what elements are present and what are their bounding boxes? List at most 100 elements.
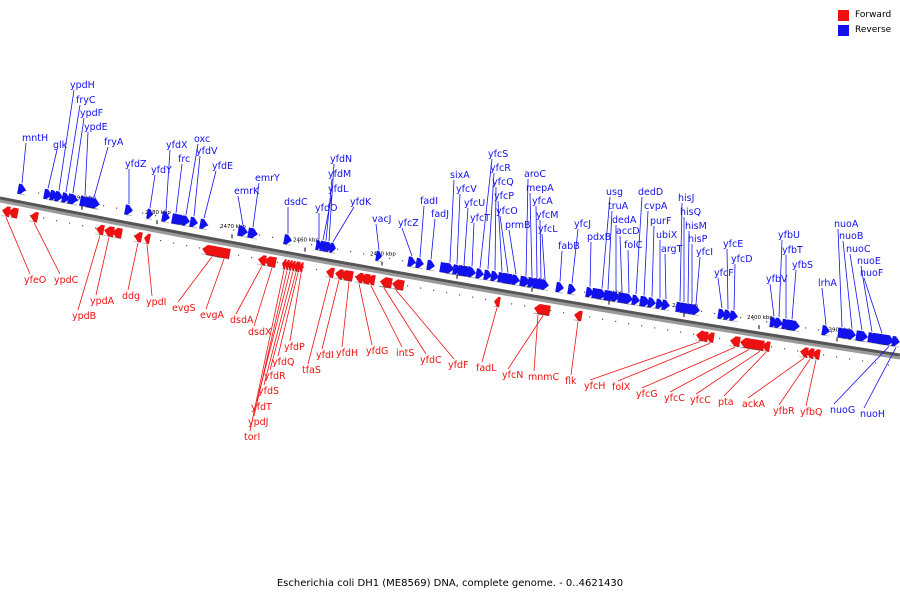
forward-gene-label: ypdI [146,297,166,308]
gene-shape [283,234,292,245]
gene-shape [475,268,484,279]
reverse-gene-glyph [124,204,133,217]
gene-shape [124,204,133,215]
minor-tick [584,291,586,293]
gene-shadow [354,281,363,284]
genome-caption: Escherichia coli DH1 (ME8569) DNA, compl… [276,578,624,589]
gene-shadow [567,293,576,296]
forward-gene-glyph [359,273,371,285]
gene-shape [574,310,583,322]
legend: Forward Reverse [838,8,891,38]
forward-gene-label: ddg [122,291,140,302]
reverse-gene-label: mntH [22,133,48,144]
reverse-gene-label: ubiX [656,230,678,241]
reverse-gene-leader [185,143,199,215]
reverse-gene-label: yfbU [778,230,800,241]
reverse-gene-leader [47,149,58,189]
gene-shape [134,232,143,243]
forward-gene-glyph [749,339,765,352]
minor-tick [797,350,799,352]
reverse-gene-leader [643,210,649,296]
reverse-gene-glyph [17,183,26,196]
gene-shadow [445,272,454,275]
reverse-gene-label: ypdF [80,108,103,119]
minor-tick [103,205,105,207]
reverse-gene-label: dsdC [284,197,308,208]
gene-shadow [329,251,336,254]
reverse-gene-leader [449,179,455,263]
forward-gene-leader [695,350,761,395]
forward-gene-label: folX [612,382,631,393]
forward-gene-glyph [805,348,815,360]
minor-tick [220,227,222,229]
gene-shadow [729,344,740,348]
forward-gene-leader [747,357,805,399]
gene-shadow [729,319,738,323]
reverse-gene-leader [193,155,201,217]
chromosome-axis [0,196,900,357]
gene-shadow [884,344,893,347]
forward-gene-glyph [207,245,227,259]
gene-shape [691,304,700,315]
reverse-gene-leader [332,206,355,243]
reverse-gene-label: yfbS [792,260,813,271]
reverse-gene-leader [149,174,156,209]
gene-shadow [287,269,292,271]
reverse-gene-leader [58,89,75,191]
forward-gene-label: yfcC [664,393,685,404]
minor-tick [714,312,716,315]
reverse-gene-label: yfdK [350,197,372,208]
gene-shadow [639,305,650,308]
gene-shape [329,242,336,253]
minor-tick [402,260,404,262]
gene-shape [785,319,800,331]
reverse-gene-leader [571,228,579,284]
legend-item-forward: Forward [838,8,891,22]
gene-shape [171,213,186,225]
minor-tick [472,296,474,298]
gene-shape [144,233,151,244]
gene-shape [439,261,454,274]
reverse-gene-glyph [729,310,738,323]
reverse-gene-label: fadI [420,196,438,207]
gene-shadow [769,326,778,329]
gene-shadow [805,356,814,360]
minor-tick [233,229,235,231]
forward-gene-leader [205,258,225,310]
minor-tick [56,220,58,222]
gene-shadow [295,270,300,273]
legend-label-forward: Forward [855,10,892,20]
reverse-gene-glyph [54,190,63,203]
gene-shape [208,245,227,259]
reverse-gene-glyph [146,208,153,221]
forward-gene-glyph [699,331,709,343]
forward-gene-label: tfaS [302,365,321,376]
forward-gene-glyph [573,310,583,322]
forward-gene-glyph [143,233,151,245]
scale-tick-label: 2450 kbp [370,252,396,258]
reverse-gene-leader [842,240,853,329]
reverse-gene-leader [849,253,863,331]
gene-shadow [161,220,170,224]
gene-shadow [847,338,856,341]
forward-gene-leader [358,283,373,346]
forward-gene-glyph [799,347,809,359]
forward-gene-label: torI [244,432,260,443]
gene-shadow [103,234,114,238]
forward-gene-glyph [95,224,105,236]
gene-shape [355,272,364,284]
reverse-gene-leader [679,202,683,302]
gene-shadow [467,276,476,279]
gene-shadow [393,288,404,291]
gene-shape [340,270,353,282]
forward-gene-label: yfeO [24,275,46,286]
reverse-gene-label: yfcV [456,184,477,195]
forward-gene-leader [95,237,110,296]
minor-tick [459,294,461,296]
reverse-gene-leader [165,149,171,212]
gene-shadow [54,200,63,203]
forward-gene-leader [669,349,750,393]
gene-shadow [519,285,530,288]
reverse-gene-glyph [639,295,650,308]
minor-tick [407,285,409,287]
